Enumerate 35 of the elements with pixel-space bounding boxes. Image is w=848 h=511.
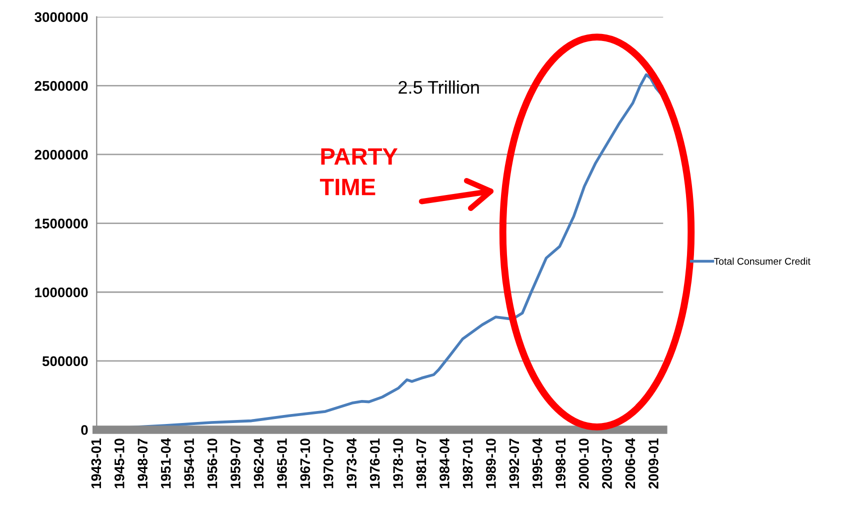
x-tick-label: 1951-04	[160, 438, 171, 488]
x-tick-label: 1959-07	[230, 438, 240, 488]
x-tick-label: 1962-04	[254, 438, 264, 488]
y-tick-label: 1000000	[35, 287, 88, 298]
x-tick-label: 1981-07	[416, 438, 426, 488]
x-tick-label: 1954-01	[184, 438, 194, 488]
y-tick-label: 500000	[42, 356, 88, 366]
x-tick-label: 1976-01	[370, 438, 380, 488]
x-tick-label: 2009-01	[648, 438, 658, 489]
x-tick-label: 1943-01	[91, 438, 102, 488]
legend-label: Total Consumer Credit	[714, 258, 810, 265]
x-tick-label: 1987-01	[462, 438, 473, 488]
x-tick-label: 1978-10	[393, 438, 403, 488]
x-tick-label: 1965-01	[277, 438, 287, 488]
x-tick-label: 1992-07	[509, 438, 520, 488]
y-tick-label: 3000000	[34, 12, 88, 22]
x-tick-label: 1956-10	[207, 438, 218, 488]
x-tick-label: 1967-10	[300, 438, 310, 488]
x-tick-label: 1984-04	[440, 438, 450, 488]
annotation: PARTY TIME	[320, 148, 398, 196]
x-tick-label: 1995-04	[532, 438, 542, 488]
y-tick-label: 2500000	[34, 81, 88, 91]
x-tick-label: 1945-10	[114, 438, 124, 488]
annotation: 2.5 Trillion	[398, 80, 479, 94]
x-tick-label: 1973-04	[346, 438, 357, 488]
y-tick-label: 0	[81, 425, 88, 435]
x-tick-label: 2000-10	[578, 438, 589, 489]
y-tick-label: 1500000	[35, 218, 88, 228]
x-tick-label: 1948-07	[138, 438, 148, 488]
x-tick-label: 1989-10	[486, 438, 496, 488]
x-tick-label: 1970-07	[323, 438, 334, 488]
x-tick-label: 2006-04	[625, 438, 636, 489]
x-tick-label: 2003-07	[602, 438, 612, 489]
y-tick-label: 2000000	[34, 150, 88, 160]
x-tick-label: 1998-01	[556, 438, 566, 488]
